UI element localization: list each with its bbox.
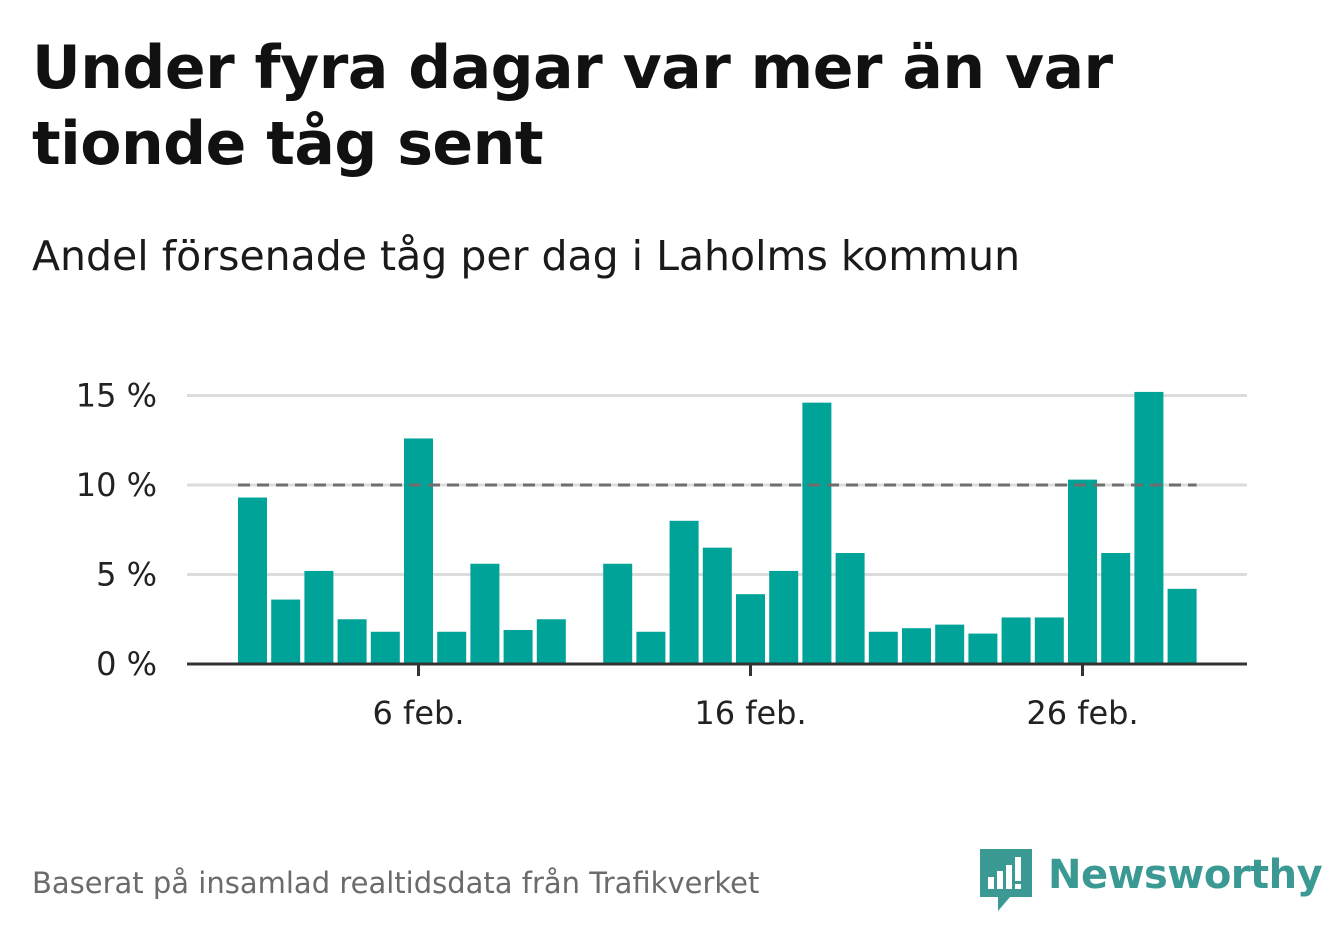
bar (404, 438, 433, 664)
bar (702, 547, 732, 664)
bar (802, 402, 832, 664)
bar (1034, 617, 1064, 664)
newsworthy-logo-icon (980, 849, 1032, 911)
bar (1001, 617, 1031, 664)
brand-name: Newsworthy (1048, 852, 1322, 898)
bar (603, 563, 633, 664)
y-tick-label: 5 % (96, 556, 157, 594)
bar (902, 628, 931, 664)
bar (536, 619, 566, 664)
y-tick-label: 10 % (76, 466, 157, 504)
bar (769, 570, 799, 664)
bar (669, 520, 699, 664)
x-tick-label: 16 feb. (694, 694, 806, 732)
bar (370, 631, 400, 664)
x-tick-label: 26 feb. (1026, 694, 1138, 732)
newsworthy-logo: Newsworthy (980, 848, 1322, 912)
bar (1068, 479, 1097, 664)
bar (304, 570, 334, 664)
bar (238, 497, 267, 664)
bar (1167, 588, 1197, 664)
bar (337, 619, 367, 664)
chart-subtitle: Andel försenade tåg per dag i Laholms ko… (32, 232, 1021, 280)
tick-labels: 0 % 5 % 10 % 15 % 6 feb. 16 feb. 26 feb. (76, 377, 1139, 733)
bar (968, 633, 998, 664)
bar (470, 563, 500, 664)
bar (1134, 391, 1164, 664)
bar (736, 594, 765, 664)
x-tick-label: 6 feb. (373, 694, 465, 732)
bar (935, 624, 965, 664)
bar (271, 599, 301, 664)
bar (1101, 553, 1131, 664)
bar (636, 631, 666, 664)
chart-title: Under fyra dagar var mer än var tionde t… (32, 33, 1113, 179)
bar (835, 553, 865, 664)
y-tick-label: 15 % (76, 377, 157, 415)
bar-chart: 0 % 5 % 10 % 15 % 6 feb. 16 feb. 26 feb. (76, 377, 1247, 733)
x-axis (187, 662, 1247, 676)
bars (238, 391, 1197, 664)
y-tick-label: 0 % (96, 645, 157, 683)
bar (503, 629, 533, 664)
bar (868, 631, 898, 664)
source-note: Baserat på insamlad realtidsdata från Tr… (32, 866, 760, 900)
bar (437, 631, 467, 664)
